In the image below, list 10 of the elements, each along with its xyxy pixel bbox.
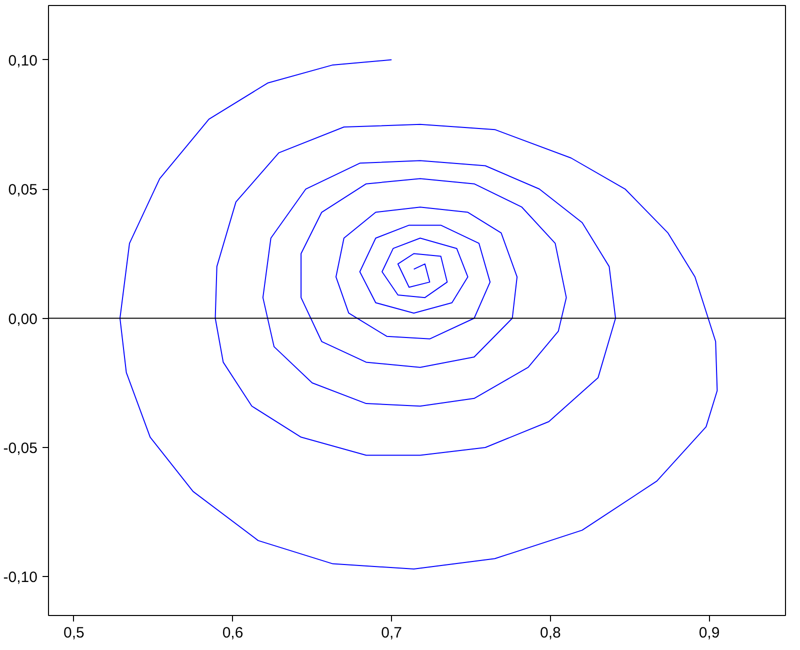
x-tick-label: 0,7 bbox=[381, 624, 402, 642]
x-tick-label: 0,5 bbox=[63, 624, 84, 642]
y-tick-label: -0,10 bbox=[3, 569, 38, 586]
y-tick-label: 0,05 bbox=[8, 182, 38, 199]
x-tick-label: 0,6 bbox=[222, 624, 244, 642]
x-tick-label: 0,9 bbox=[698, 624, 720, 642]
y-tick-label: 0,00 bbox=[8, 310, 38, 328]
y-tick-label: 0,10 bbox=[8, 52, 38, 70]
y-tick-label: -0,05 bbox=[3, 440, 38, 457]
x-tick-label: 0,8 bbox=[540, 624, 561, 642]
